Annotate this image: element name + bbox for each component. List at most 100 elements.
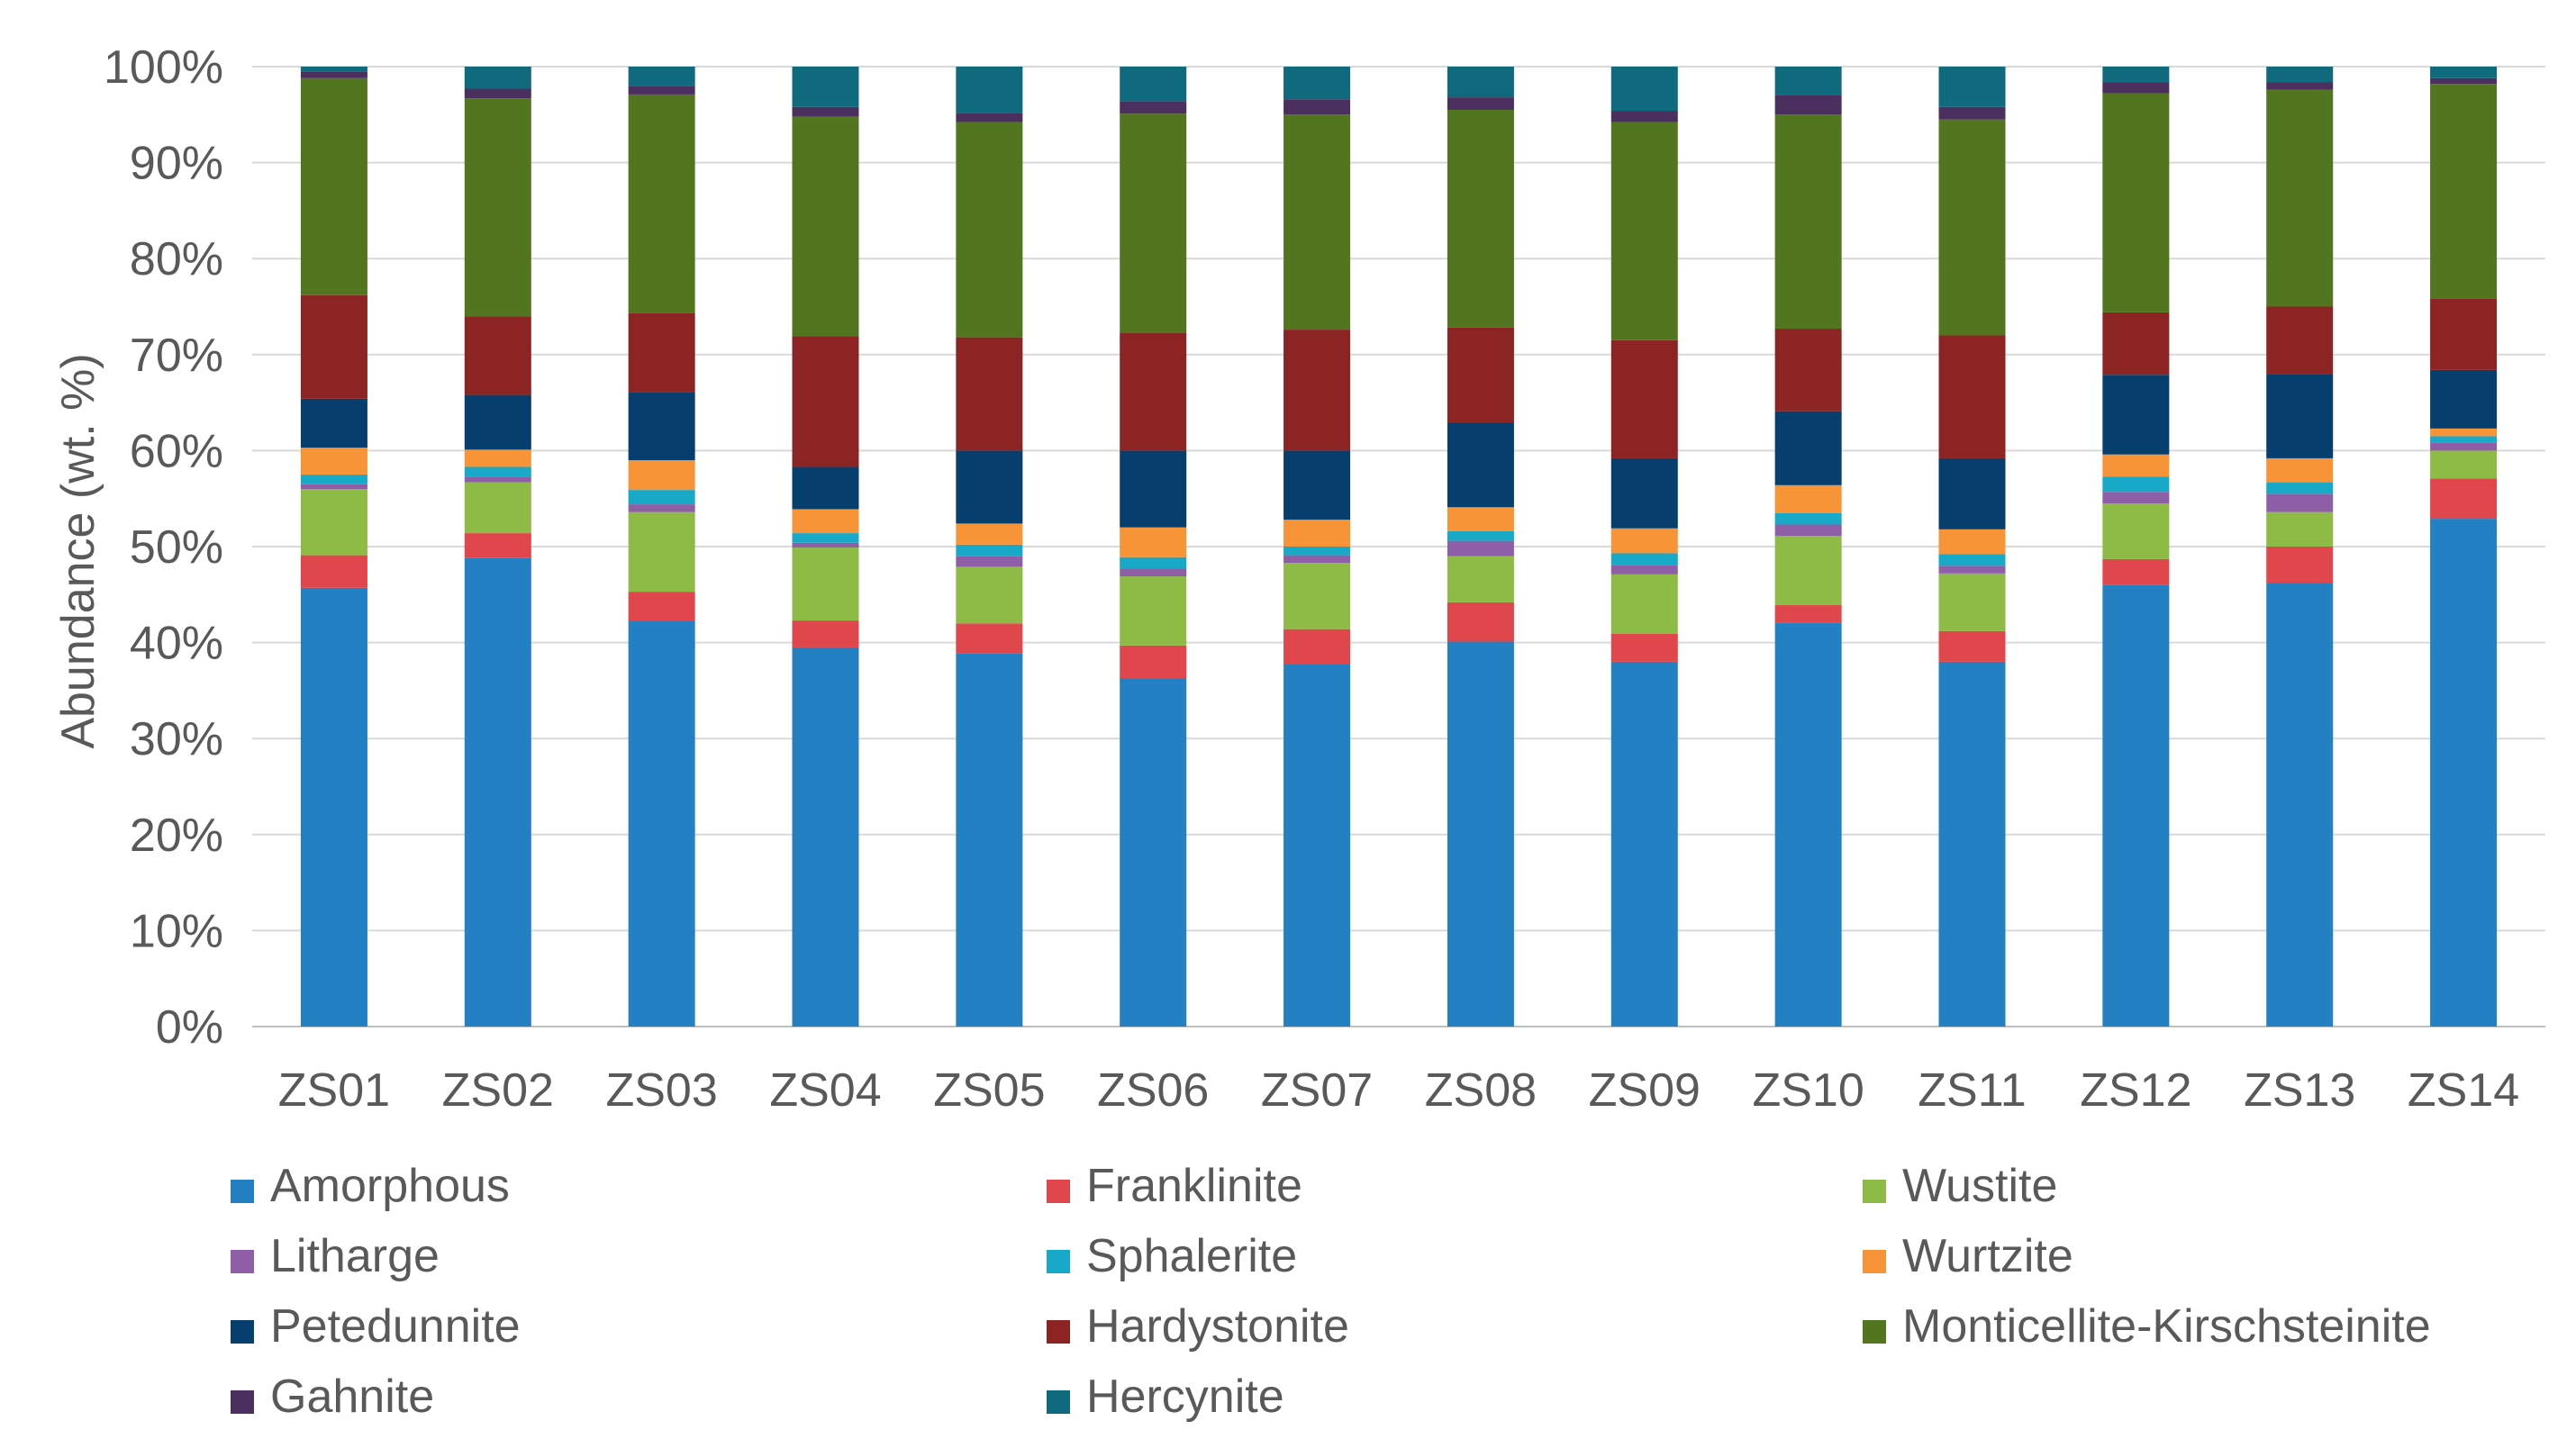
bar-segment-sphalerite: [2266, 482, 2334, 494]
bar-segment-gahnite: [1610, 111, 1678, 122]
bar-segment-wustite: [2430, 450, 2498, 479]
bar-segment-sphalerite: [464, 466, 531, 477]
bar-segment-hercynite: [2266, 67, 2334, 83]
bar-segment-hercynite: [628, 67, 695, 86]
x-tick-label: ZS08: [1425, 1064, 1537, 1117]
bar-segment-franklinite: [2430, 478, 2498, 520]
y-tick-label: 30%: [130, 713, 223, 765]
legend-label: Wurtzite: [1902, 1230, 2073, 1282]
x-tick-label: ZS12: [2080, 1064, 2191, 1117]
bar-segment-wustite: [2266, 511, 2334, 547]
bar-segment-litharge: [1938, 566, 2006, 574]
legend-swatch: [1047, 1390, 1070, 1414]
y-tick-label: 70%: [130, 330, 223, 382]
bar-segment-franklinite: [1447, 602, 1514, 642]
bar-segment-wurtzite: [1774, 484, 1842, 513]
bar-segment-wustite: [1938, 573, 2006, 631]
y-axis-ticks: 0% 10% 20% 30% 40% 50% 60% 70% 80% 90% 100%: [104, 41, 223, 1054]
bar-segment-amorphous: [1610, 661, 1678, 1027]
bar-segment-hercynite: [1610, 67, 1678, 112]
bar-segment-monticellite-kirschsteinite: [1610, 122, 1678, 340]
bar-segment-wustite: [1283, 563, 1351, 629]
y-tick-label: 60%: [130, 425, 223, 477]
bar-segment-monticellite-kirschsteinite: [1447, 109, 1514, 328]
bar-segment-monticellite-kirschsteinite: [300, 77, 367, 295]
x-tick-label: ZS01: [278, 1064, 390, 1117]
bar-segment-wurtzite: [1120, 527, 1187, 557]
x-tick-label: ZS11: [1918, 1064, 2026, 1117]
bar-segment-hardystonite: [1610, 339, 1678, 458]
bar-segment-gahnite: [2102, 82, 2170, 94]
bar-segment-hardystonite: [2430, 298, 2498, 370]
legend-swatch: [1047, 1180, 1070, 1203]
bar-segment-gahnite: [464, 88, 531, 99]
x-tick-label: ZS07: [1261, 1064, 1373, 1117]
bar-segment-petedunnite: [792, 466, 859, 510]
bar-segment-petedunnite: [1938, 457, 2006, 529]
x-tick-label: ZS06: [1097, 1064, 1209, 1117]
bar-segment-wustite: [1610, 574, 1678, 635]
bar-segment-sphalerite: [1774, 512, 1842, 525]
bar-segment-wurtzite: [2430, 428, 2498, 437]
bar-segment-wustite: [300, 489, 367, 556]
bar-segment-litharge: [2102, 492, 2170, 504]
bar-segment-amorphous: [464, 557, 531, 1027]
bar-segment-hardystonite: [300, 294, 367, 399]
legend-swatch: [1863, 1250, 1886, 1273]
bar-segment-monticellite-kirschsteinite: [1774, 114, 1842, 330]
bar-segment-franklinite: [1774, 605, 1842, 623]
x-tick-label: ZS03: [605, 1064, 717, 1117]
bar-segment-hardystonite: [956, 337, 1023, 451]
bar-segment-gahnite: [792, 106, 859, 117]
legend-swatch: [1863, 1320, 1886, 1344]
y-tick-label: 10%: [130, 905, 223, 957]
bar-segment-hardystonite: [1120, 332, 1187, 451]
bar-segment-amorphous: [792, 647, 859, 1027]
legend-label: Litharge: [270, 1230, 440, 1282]
legend: Amorphous Franklinite Wustite Litharge Sphal…: [231, 1160, 2431, 1423]
bar-segment-amorphous: [1447, 641, 1514, 1027]
legend-label: Sphalerite: [1086, 1230, 1297, 1282]
bar-segment-petedunnite: [1774, 411, 1842, 485]
bar-segment-hercynite: [1774, 67, 1842, 95]
legend-swatch: [1047, 1320, 1070, 1344]
x-tick-label: ZS02: [442, 1064, 554, 1117]
bar-segment-wustite: [2102, 503, 2170, 559]
bar-segment-petedunnite: [628, 392, 695, 461]
bar-segment-petedunnite: [2430, 369, 2498, 429]
bar-segment-franklinite: [2102, 558, 2170, 585]
bar-segment-gahnite: [1774, 95, 1842, 115]
bar-segment-petedunnite: [300, 398, 367, 448]
bar-segment-amorphous: [300, 587, 367, 1027]
bar-segment-hercynite: [2102, 67, 2170, 83]
legend-label: Hardystonite: [1086, 1300, 1349, 1353]
bar-segment-litharge: [956, 556, 1023, 567]
bar-segment-hardystonite: [1938, 335, 2006, 458]
bar-segment-franklinite: [1120, 645, 1187, 679]
bar-segment-sphalerite: [792, 533, 859, 543]
bar-segment-gahnite: [300, 71, 367, 78]
bar-segment-hercynite: [300, 67, 367, 72]
legend-label: Gahnite: [270, 1371, 434, 1423]
bar-segment-amorphous: [1938, 661, 2006, 1027]
legend-label: Franklinite: [1086, 1160, 1302, 1212]
bar-segment-franklinite: [1610, 634, 1678, 662]
legend-swatch: [231, 1320, 254, 1344]
bar-segment-litharge: [1120, 568, 1187, 577]
bar-segment-wurtzite: [1283, 520, 1351, 547]
bar-segment-sphalerite: [300, 475, 367, 484]
bar-segment-hercynite: [1938, 67, 2006, 107]
bar-segment-wustite: [464, 482, 531, 534]
bar-segment-wurtzite: [628, 460, 695, 491]
bar-segment-hardystonite: [2102, 312, 2170, 376]
legend-swatch: [231, 1390, 254, 1414]
bar-segment-wustite: [628, 511, 695, 593]
bar-segment-gahnite: [1938, 106, 2006, 120]
legend-label: Amorphous: [270, 1160, 510, 1212]
bar-segment-petedunnite: [956, 450, 1023, 524]
bar-segment-wurtzite: [464, 449, 531, 467]
bar-segment-gahnite: [1120, 101, 1187, 114]
y-tick-label: 20%: [130, 810, 223, 862]
bar-segment-gahnite: [956, 113, 1023, 122]
bar-segment-petedunnite: [2102, 375, 2170, 455]
